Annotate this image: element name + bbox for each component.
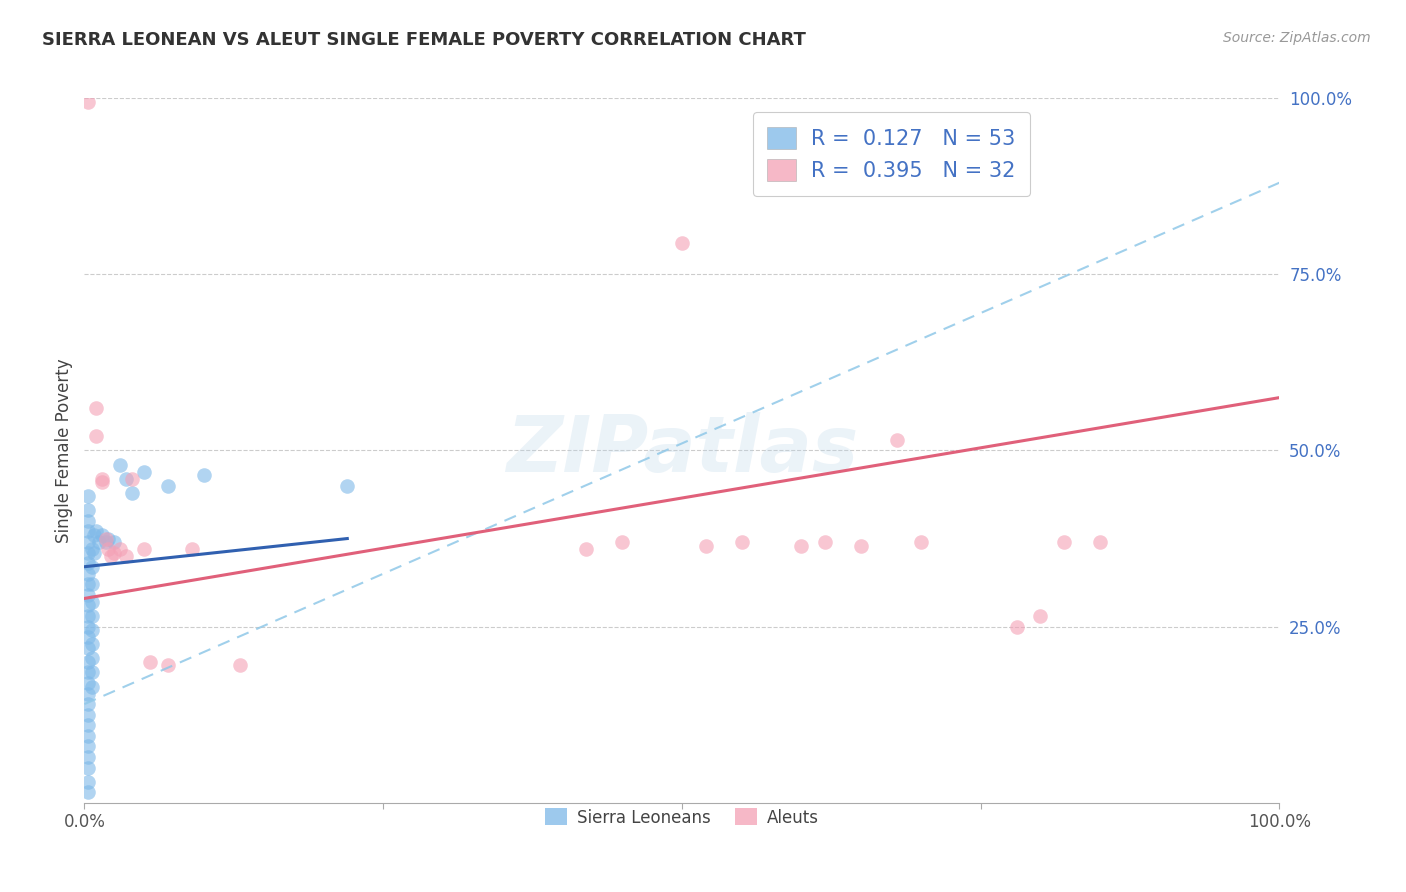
Point xyxy=(77,489,100,503)
Point xyxy=(80,680,103,694)
Point xyxy=(77,718,100,732)
Point xyxy=(814,535,837,549)
Point xyxy=(91,528,114,542)
Point xyxy=(80,665,103,680)
Point xyxy=(790,539,813,553)
Point xyxy=(193,468,215,483)
Point xyxy=(77,739,100,754)
Point xyxy=(80,623,103,637)
Point xyxy=(86,401,108,416)
Point xyxy=(86,524,108,539)
Point xyxy=(77,546,100,560)
Point xyxy=(110,542,132,557)
Point xyxy=(970,161,993,176)
Point xyxy=(77,665,100,680)
Point xyxy=(1090,535,1112,549)
Point xyxy=(1029,609,1052,624)
Point xyxy=(94,532,117,546)
Point xyxy=(139,655,162,669)
Point xyxy=(910,535,932,549)
Point xyxy=(77,707,100,722)
Point xyxy=(97,542,120,557)
Point xyxy=(731,535,754,549)
Point xyxy=(115,549,138,564)
Point xyxy=(100,549,122,564)
Point xyxy=(612,535,634,549)
Legend: Sierra Leoneans, Aleuts: Sierra Leoneans, Aleuts xyxy=(538,802,825,833)
Point xyxy=(83,546,105,560)
Point xyxy=(97,532,120,546)
Point xyxy=(80,595,103,609)
Point xyxy=(77,750,100,764)
Point xyxy=(94,535,117,549)
Point xyxy=(87,535,110,549)
Point xyxy=(77,655,100,669)
Point xyxy=(77,676,100,690)
Point xyxy=(77,687,100,701)
Point xyxy=(77,609,100,624)
Point xyxy=(77,640,100,655)
Point xyxy=(77,566,100,581)
Point xyxy=(671,235,693,250)
Point xyxy=(110,458,132,472)
Point xyxy=(80,542,103,557)
Point xyxy=(77,785,100,799)
Point xyxy=(77,599,100,613)
Point xyxy=(121,472,143,486)
Point xyxy=(80,559,103,574)
Point xyxy=(1005,619,1028,633)
Point xyxy=(80,637,103,651)
Point xyxy=(77,95,100,109)
Text: SIERRA LEONEAN VS ALEUT SINGLE FEMALE POVERTY CORRELATION CHART: SIERRA LEONEAN VS ALEUT SINGLE FEMALE PO… xyxy=(42,31,806,49)
Point xyxy=(77,760,100,774)
Point xyxy=(886,433,908,447)
Point xyxy=(103,535,125,549)
Text: ZIPatlas: ZIPatlas xyxy=(506,412,858,489)
Point xyxy=(336,478,359,492)
Point xyxy=(132,542,156,557)
Point xyxy=(851,539,873,553)
Point xyxy=(80,651,103,665)
Point xyxy=(77,577,100,591)
Text: Source: ZipAtlas.com: Source: ZipAtlas.com xyxy=(1223,31,1371,45)
Point xyxy=(77,729,100,743)
Point xyxy=(132,465,156,479)
Point xyxy=(575,542,598,557)
Point xyxy=(77,619,100,633)
Point xyxy=(77,774,100,789)
Point xyxy=(103,546,125,560)
Point xyxy=(77,588,100,602)
Point xyxy=(77,524,100,539)
Point xyxy=(77,503,100,517)
Point xyxy=(695,539,717,553)
Y-axis label: Single Female Poverty: Single Female Poverty xyxy=(55,359,73,542)
Point xyxy=(91,472,114,486)
Point xyxy=(77,630,100,644)
Point xyxy=(77,514,100,528)
Point xyxy=(1053,535,1076,549)
Point xyxy=(77,556,100,570)
Point xyxy=(157,658,180,673)
Point xyxy=(121,485,143,500)
Point xyxy=(229,658,252,673)
Point xyxy=(181,542,204,557)
Point xyxy=(157,478,180,492)
Point xyxy=(83,528,105,542)
Point xyxy=(77,535,100,549)
Point xyxy=(80,609,103,624)
Point xyxy=(115,472,138,486)
Point xyxy=(86,429,108,443)
Point xyxy=(91,475,114,490)
Point xyxy=(80,577,103,591)
Point xyxy=(77,697,100,711)
